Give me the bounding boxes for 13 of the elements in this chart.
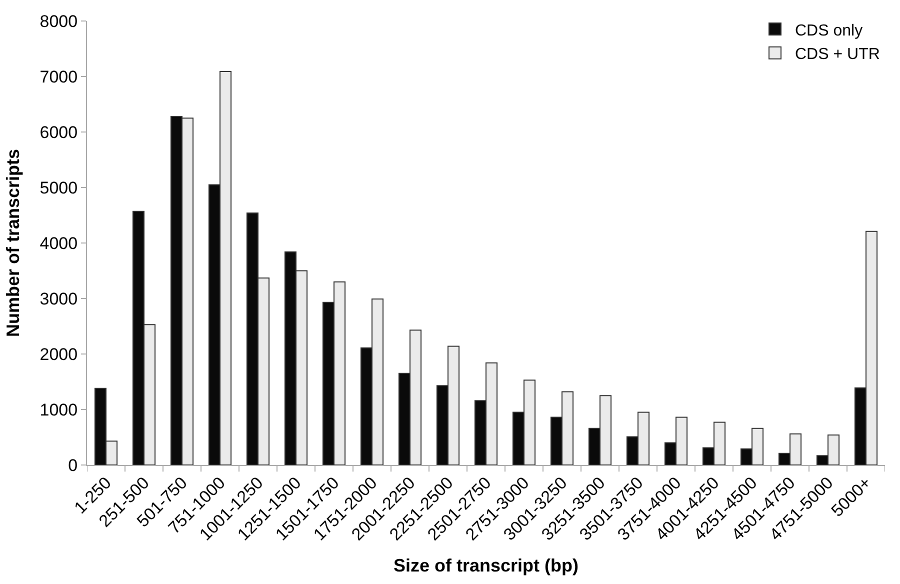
y-tick-label: 5000 — [40, 178, 78, 198]
x-axis-title: Size of transcript (bp) — [393, 555, 579, 576]
y-tick-label: 4000 — [40, 234, 78, 253]
y-tick-label: 3000 — [40, 289, 78, 308]
y-tick-label: 0 — [68, 456, 78, 475]
y-tick-label: 2000 — [40, 344, 78, 364]
legend-label: CDS only — [795, 22, 863, 40]
legend-label: CDS + UTR — [795, 46, 880, 64]
y-tick-label: 1000 — [40, 400, 78, 420]
y-tick-label: 6000 — [40, 122, 78, 142]
y-tick-label: 7000 — [40, 67, 78, 86]
y-tick-label: 8000 — [40, 12, 78, 31]
y-axis-title: Number of transcripts — [2, 148, 23, 338]
